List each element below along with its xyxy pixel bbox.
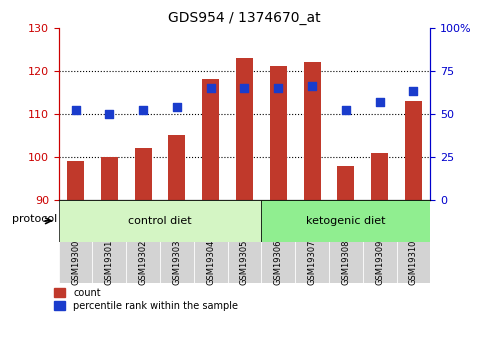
Text: GSM19308: GSM19308 bbox=[341, 239, 349, 285]
Bar bbox=[168, 136, 185, 200]
Text: GSM19310: GSM19310 bbox=[408, 239, 417, 285]
Point bbox=[105, 111, 113, 117]
Text: GSM19307: GSM19307 bbox=[307, 239, 316, 285]
Bar bbox=[236, 58, 252, 200]
Bar bbox=[370, 152, 387, 200]
Bar bbox=[59, 200, 261, 242]
Bar bbox=[261, 241, 295, 283]
Bar bbox=[92, 241, 126, 283]
Point bbox=[307, 83, 315, 89]
Text: protocol: protocol bbox=[12, 214, 57, 224]
Bar bbox=[337, 166, 354, 200]
Bar bbox=[328, 241, 362, 283]
Bar bbox=[396, 241, 429, 283]
Text: control diet: control diet bbox=[128, 216, 191, 226]
Bar bbox=[227, 241, 261, 283]
Point bbox=[375, 99, 383, 105]
Text: GSM19309: GSM19309 bbox=[374, 239, 384, 285]
Bar bbox=[160, 241, 193, 283]
Legend: count, percentile rank within the sample: count, percentile rank within the sample bbox=[54, 288, 238, 311]
Text: GSM19306: GSM19306 bbox=[273, 239, 282, 285]
Bar bbox=[202, 79, 219, 200]
Bar bbox=[362, 241, 396, 283]
Text: GSM19305: GSM19305 bbox=[240, 239, 248, 285]
Bar bbox=[404, 101, 421, 200]
Bar bbox=[59, 241, 92, 283]
Bar bbox=[67, 161, 84, 200]
Bar bbox=[269, 66, 286, 200]
Point bbox=[173, 104, 181, 110]
Text: GSM19302: GSM19302 bbox=[139, 239, 147, 285]
Point bbox=[274, 85, 282, 91]
Bar bbox=[101, 157, 118, 200]
Point bbox=[139, 108, 147, 113]
Point bbox=[408, 89, 416, 94]
Point bbox=[240, 85, 248, 91]
Text: GSM19304: GSM19304 bbox=[206, 239, 215, 285]
Title: GDS954 / 1374670_at: GDS954 / 1374670_at bbox=[168, 11, 320, 25]
Bar bbox=[261, 200, 429, 242]
Bar bbox=[295, 241, 328, 283]
Bar bbox=[303, 62, 320, 200]
Text: ketogenic diet: ketogenic diet bbox=[305, 216, 385, 226]
Point bbox=[72, 108, 80, 113]
Text: GSM19301: GSM19301 bbox=[104, 239, 114, 285]
Text: GSM19303: GSM19303 bbox=[172, 239, 181, 285]
Text: GSM19300: GSM19300 bbox=[71, 239, 80, 285]
Bar bbox=[193, 241, 227, 283]
Bar bbox=[134, 148, 151, 200]
Point bbox=[206, 85, 214, 91]
Point bbox=[341, 108, 349, 113]
Bar bbox=[126, 241, 160, 283]
